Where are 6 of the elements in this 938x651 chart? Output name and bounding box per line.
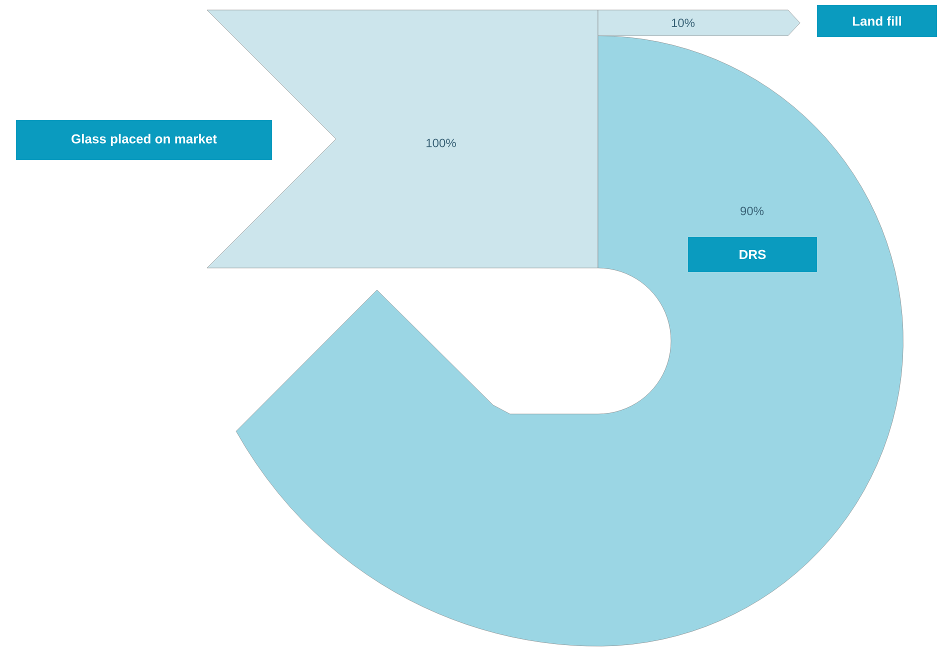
data-label: 100% — [426, 138, 456, 148]
category-label: Glass placed on market — [72, 134, 217, 146]
data-label: 10% — [672, 18, 695, 28]
data-label: 90% — [740, 206, 764, 216]
category-label: Land fill — [852, 16, 901, 26]
category-label: DRS — [740, 250, 766, 260]
